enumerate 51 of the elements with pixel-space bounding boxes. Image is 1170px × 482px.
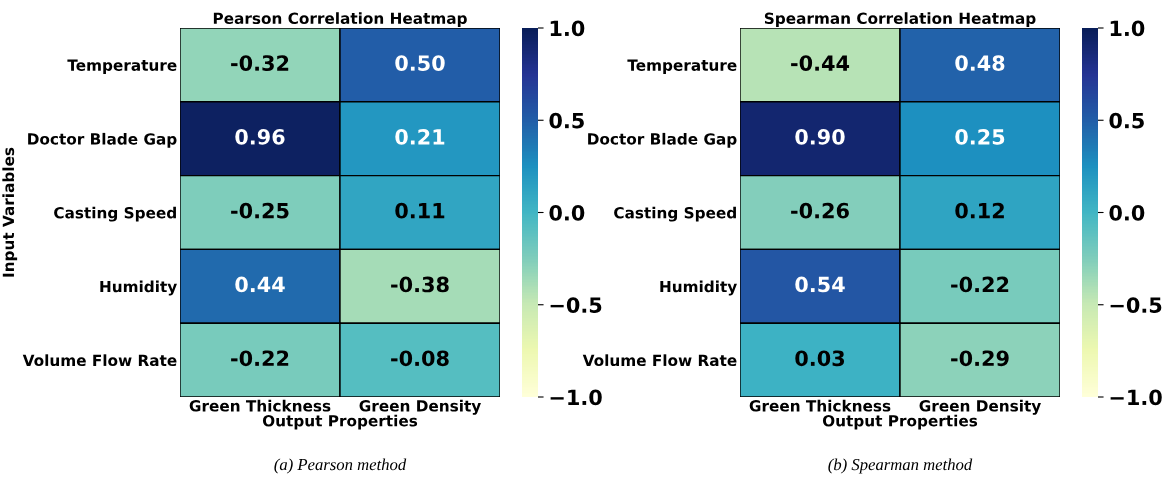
data-label: 0.12 [955, 202, 1004, 219]
y-tick-label: Humidity [100, 280, 177, 296]
data-label: 0.96 [235, 128, 285, 145]
y-tick-label: Doctor Blade Gap [28, 132, 177, 148]
x-axis-title: Output Properties [822, 414, 978, 430]
data-label: -0.08 [391, 350, 449, 367]
data-label: 0.54 [795, 276, 845, 293]
data-label: 0.48 [955, 55, 1005, 71]
color-bar-label: −0.5 [1110, 297, 1162, 313]
y-tick-label: Casting Speed [614, 206, 736, 222]
color-bar-label: 0.5 [1109, 112, 1144, 129]
data-label: -0.22 [231, 350, 289, 367]
y-tick-label: Temperature [627, 59, 737, 74]
chart-title: Spearman Correlation Heatmap [764, 12, 1036, 28]
chart-title: Pearson Correlation Heatmap [213, 12, 467, 28]
color-bar-label: −1.0 [1110, 389, 1162, 406]
color-bar-label: 1.0 [550, 20, 585, 37]
data-label: 0.11 [395, 202, 445, 219]
y-tick-label: Volume Flow Rate [582, 354, 737, 367]
color-bar-label: 0.0 [549, 204, 585, 221]
data-label: 0.90 [795, 128, 845, 145]
x-tick-label: Green Density [359, 399, 481, 415]
data-label: -0.29 [951, 350, 1009, 367]
x-axis-title: Output Properties [262, 414, 418, 430]
color-bar-label: −1.0 [550, 389, 602, 406]
data-label: -0.26 [791, 202, 849, 219]
data-label: -0.22 [951, 276, 1009, 293]
y-tick-label: Casting Speed [54, 206, 176, 222]
y-tick-label: Temperature [67, 59, 177, 74]
data-label: 0.44 [235, 276, 285, 293]
color-bar-label: −0.5 [550, 297, 602, 313]
data-label: 0.25 [955, 128, 1005, 145]
data-label: 0.50 [395, 55, 445, 71]
data-label: -0.25 [231, 202, 289, 219]
color-bar-label: 1.0 [1110, 20, 1145, 37]
data-label: 0.03 [795, 350, 845, 367]
x-tick-label: Green Thickness [749, 399, 891, 412]
y-tick-label: Humidity [660, 280, 737, 296]
y-tick-label: Volume Flow Rate [22, 354, 177, 367]
text: (a) Pearson method [274, 458, 407, 474]
y-tick-label: Doctor Blade Gap [588, 132, 737, 148]
x-tick-label: Green Thickness [189, 399, 331, 412]
y-axis-title: Input Variables [2, 147, 18, 277]
color-bar-label: 0.0 [1109, 204, 1145, 221]
data-label: -0.32 [231, 55, 289, 71]
data-label: 0.21 [395, 128, 445, 145]
data-label: -0.44 [791, 55, 850, 71]
data-label: -0.38 [391, 276, 449, 293]
x-tick-label: Green Density [919, 399, 1041, 415]
text: (b) Spearman method [828, 458, 973, 474]
color-bar-label: 0.5 [549, 112, 584, 129]
